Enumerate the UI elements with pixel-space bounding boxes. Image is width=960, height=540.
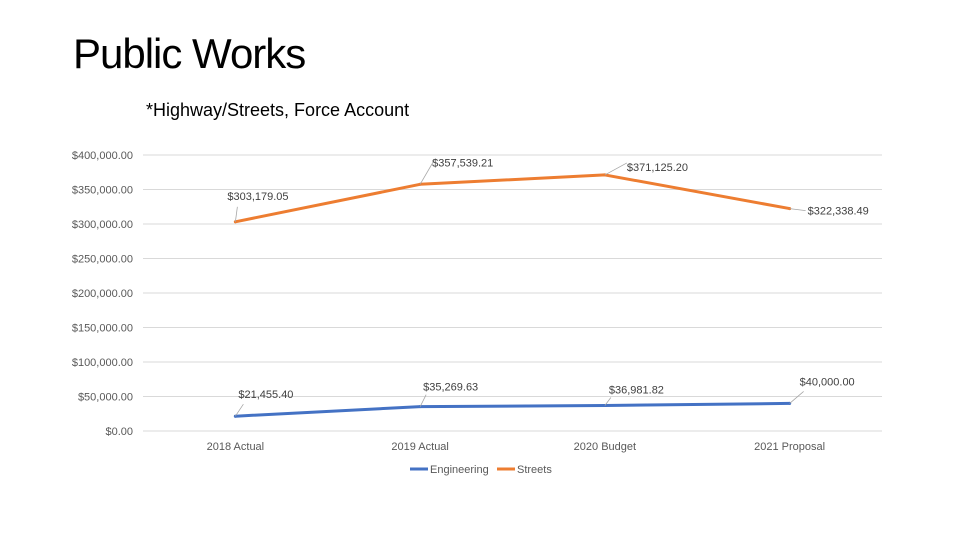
- y-tick-label: $0.00: [105, 426, 133, 438]
- series-line-engineering: [233, 401, 792, 418]
- label-leader-line: [419, 160, 435, 185]
- y-tick-label: $400,000.00: [72, 150, 133, 162]
- label-leader-line: [789, 391, 804, 404]
- label-leader-line: [419, 394, 427, 407]
- series-line-streets: [233, 173, 792, 224]
- label-leader-line: [604, 162, 628, 176]
- y-tick-label: $50,000.00: [78, 392, 133, 404]
- legend-label: Streets: [517, 464, 552, 476]
- chart-title: *Highway/Streets, Force Account: [146, 100, 410, 120]
- slide-title: Public Works: [73, 30, 306, 77]
- label-leader-line: [235, 403, 244, 417]
- data-label: $21,455.40: [238, 389, 293, 401]
- x-tick-label: 2018 Actual: [207, 441, 265, 453]
- x-tick-label: 2021 Proposal: [754, 441, 825, 453]
- y-axis-ticks: $400,000.00 $350,000.00 $300,000.00 $250,00…: [72, 150, 133, 438]
- x-tick-label: 2020 Budget: [574, 441, 636, 453]
- y-tick-label: $100,000.00: [72, 357, 133, 369]
- y-tick-label: $250,000.00: [72, 254, 133, 266]
- data-label: $40,000.00: [800, 376, 855, 388]
- x-axis-ticks: 2018 Actual 2019 Actual 2020 Budget 2021 Pr…: [207, 441, 825, 453]
- y-tick-label: $200,000.00: [72, 288, 133, 300]
- series-lines: [233, 173, 792, 418]
- legend: Engineering Streets: [410, 464, 552, 476]
- y-tick-label: $350,000.00: [72, 185, 133, 197]
- data-label: $322,338.49: [808, 206, 869, 218]
- label-leader-line: [789, 208, 806, 211]
- data-label: $371,125.20: [627, 162, 688, 174]
- gridlines: [143, 154, 882, 432]
- data-label: $36,981.82: [609, 384, 664, 396]
- data-label: $303,179.05: [227, 191, 288, 203]
- data-labels: $21,455.40 $35,269.63 $36,981.82 $40,000.00…: [227, 157, 869, 417]
- data-label: $35,269.63: [423, 382, 478, 394]
- label-leader-line: [604, 397, 612, 406]
- y-tick-label: $150,000.00: [72, 323, 133, 335]
- data-label: $357,539.21: [432, 157, 493, 169]
- y-tick-label: $300,000.00: [72, 219, 133, 231]
- label-leader-line: [234, 206, 238, 222]
- legend-label: Engineering: [430, 464, 489, 476]
- x-tick-label: 2019 Actual: [391, 441, 449, 453]
